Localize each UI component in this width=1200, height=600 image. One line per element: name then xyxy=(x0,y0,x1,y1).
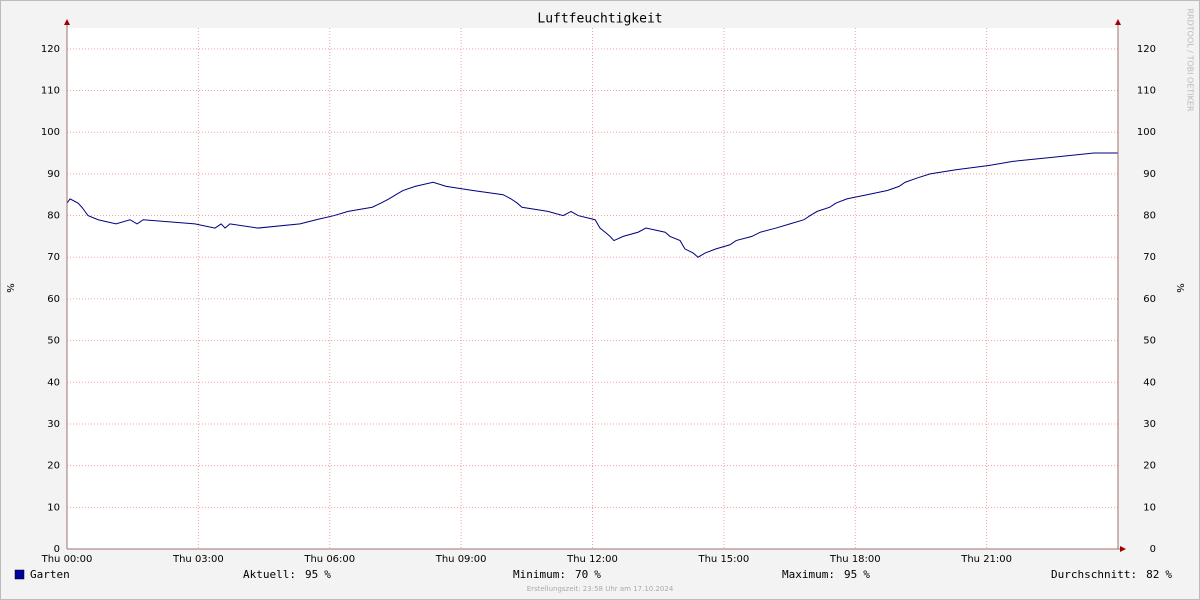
axis-arrow xyxy=(64,19,70,25)
stat-unit: % xyxy=(863,568,870,581)
axis-arrow xyxy=(1115,19,1121,25)
stat-unit: % xyxy=(324,568,331,581)
y2-tick-label: 100 xyxy=(1137,127,1156,138)
y-tick-label: 0 xyxy=(54,544,60,555)
data-line xyxy=(66,152,1118,258)
y2-tick-label: 10 xyxy=(1143,502,1156,513)
x-tick-label: Thu 15:00 xyxy=(697,554,749,565)
y-tick-label: 40 xyxy=(47,377,60,388)
y-tick-label: 30 xyxy=(47,419,60,430)
y2-tick-label: 110 xyxy=(1137,86,1156,97)
chart-title: Luftfeuchtigkeit xyxy=(537,12,662,27)
legend-label: Garten xyxy=(30,568,70,581)
stat-value: 82 xyxy=(1146,568,1159,581)
y2-tick-label: 120 xyxy=(1137,44,1156,55)
stat-value: 95 xyxy=(844,568,857,581)
x-tick-label: Thu 09:00 xyxy=(435,554,487,565)
x-tick-label: Thu 21:00 xyxy=(960,554,1012,565)
legend-swatch xyxy=(14,569,25,580)
stat: Durchschnitt: 82% xyxy=(1051,568,1172,581)
y-tick-label: 10 xyxy=(47,502,60,513)
y-tick-label: 110 xyxy=(41,86,60,97)
y2-axis-label: % xyxy=(1174,283,1185,293)
y2-tick-label: 60 xyxy=(1143,294,1156,305)
x-tick-label: Thu 03:00 xyxy=(172,554,224,565)
stat-label: Maximum: xyxy=(782,568,835,581)
stat-label: Aktuell: xyxy=(243,568,296,581)
y-tick-label: 60 xyxy=(47,294,60,305)
stat-label: Durchschnitt: xyxy=(1051,568,1137,581)
y-tick-label: 90 xyxy=(47,169,60,180)
stat-unit: % xyxy=(594,568,601,581)
y-tick-label: 20 xyxy=(47,461,60,472)
watermark: RRDTOOL / TOBI OETIKER xyxy=(1186,8,1195,111)
y-axis-label: % xyxy=(4,283,15,293)
y-tick-label: 120 xyxy=(41,44,60,55)
x-tick-label: Thu 12:00 xyxy=(566,554,618,565)
footer: Erstellungszeit: 23:58 Uhr am 17.10.2024 xyxy=(527,585,674,593)
x-tick-label: Thu 00:00 xyxy=(41,554,93,565)
y2-tick-label: 30 xyxy=(1143,419,1156,430)
axis-arrow xyxy=(1120,546,1126,552)
y2-tick-label: 0 xyxy=(1150,544,1156,555)
y-tick-label: 80 xyxy=(47,211,60,222)
x-tick-label: Thu 06:00 xyxy=(303,554,355,565)
y2-tick-label: 40 xyxy=(1143,377,1156,388)
y2-tick-label: 70 xyxy=(1143,252,1156,263)
stat-label: Minimum: xyxy=(513,568,566,581)
plot-area xyxy=(67,28,1118,549)
x-tick-label: Thu 18:00 xyxy=(829,554,881,565)
stat: Maximum: 95% xyxy=(782,568,870,581)
y2-tick-label: 50 xyxy=(1143,336,1156,347)
y-tick-label: 70 xyxy=(47,252,60,263)
y-tick-label: 100 xyxy=(41,127,60,138)
stat: Minimum: 70% xyxy=(513,568,601,581)
y-tick-label: 50 xyxy=(47,336,60,347)
y2-tick-label: 80 xyxy=(1143,211,1156,222)
stat-unit: % xyxy=(1165,568,1172,581)
stat-value: 95 xyxy=(305,568,318,581)
stat: Aktuell: 95% xyxy=(243,568,331,581)
stat-value: 70 xyxy=(575,568,588,581)
y2-tick-label: 90 xyxy=(1143,169,1156,180)
y2-tick-label: 20 xyxy=(1143,461,1156,472)
